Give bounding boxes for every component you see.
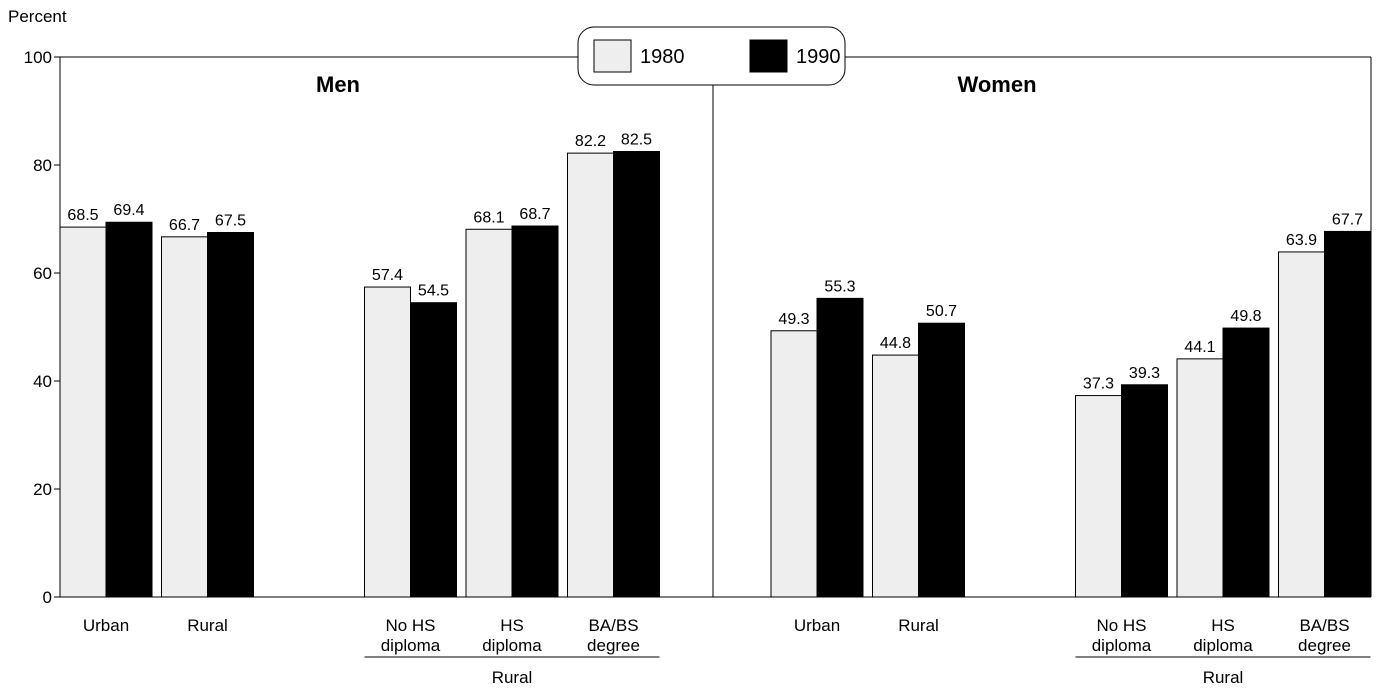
bar: [1075, 395, 1122, 598]
bar: [872, 354, 919, 598]
value-label: 67.7: [1332, 211, 1363, 228]
x-tick-label: Urban: [83, 616, 129, 635]
value-label: 69.4: [113, 202, 144, 219]
y-tick-label: 40: [33, 372, 52, 391]
x-tick-label: Rural: [187, 616, 228, 635]
y-tick-label: 100: [24, 48, 52, 67]
value-label: 54.5: [418, 283, 449, 300]
legend-swatch: [749, 39, 788, 73]
bar: [410, 302, 457, 598]
panel-title: Men: [316, 72, 360, 97]
value-label: 66.7: [169, 217, 200, 234]
y-tick-label: 0: [43, 588, 52, 607]
value-label: 37.3: [1083, 376, 1114, 393]
bar: [207, 232, 254, 598]
value-label: 67.5: [215, 213, 246, 230]
y-tick-label: 60: [33, 264, 52, 283]
bar: [1222, 327, 1270, 598]
bar: [364, 286, 411, 598]
bar: [105, 221, 153, 598]
value-label: 82.5: [621, 132, 652, 149]
y-tick-label: 20: [33, 480, 52, 499]
legend-swatch: [593, 39, 632, 73]
y-axis-label: Percent: [8, 7, 67, 26]
value-label: 44.1: [1184, 339, 1215, 356]
bar: [918, 322, 965, 598]
x-tick-label: Rural: [898, 616, 939, 635]
bar: [613, 151, 660, 598]
bar: [1176, 358, 1224, 598]
x-tick-label: Urban: [794, 616, 840, 635]
bar: [770, 330, 818, 598]
value-label: 49.3: [778, 311, 809, 328]
bar: [465, 228, 513, 598]
value-label: 82.2: [575, 133, 606, 150]
legend-label: 1990: [796, 46, 841, 68]
value-label: 68.7: [519, 206, 550, 223]
bar: [1278, 251, 1325, 598]
bar: [1324, 230, 1371, 598]
x-tick-label: No HS diploma: [381, 616, 441, 655]
value-label: 44.8: [880, 335, 911, 352]
value-label: 68.1: [473, 209, 504, 226]
x-tick-label: HS diploma: [1193, 616, 1253, 655]
value-label: 68.5: [67, 207, 98, 224]
legend-label: 1980: [640, 46, 685, 68]
value-label: 57.4: [372, 267, 403, 284]
bar: [1121, 384, 1168, 598]
value-label: 49.8: [1230, 308, 1261, 325]
value-label: 50.7: [926, 303, 957, 320]
x-tick-label: BA/BS degree: [1298, 616, 1351, 655]
panel-title: Women: [957, 72, 1036, 97]
bar: [511, 225, 559, 598]
value-label: 63.9: [1286, 232, 1317, 249]
value-label: 55.3: [824, 278, 855, 295]
bar: [567, 152, 614, 598]
bar: [161, 236, 208, 598]
bar: [816, 297, 864, 598]
group-label: Rural: [1203, 668, 1244, 687]
value-label: 39.3: [1129, 365, 1160, 382]
bar: [59, 226, 107, 598]
x-tick-label: BA/BS degree: [587, 616, 640, 655]
x-tick-label: No HS diploma: [1092, 616, 1152, 655]
group-label: Rural: [492, 668, 533, 687]
x-tick-label: HS diploma: [482, 616, 542, 655]
y-tick-label: 80: [33, 156, 52, 175]
